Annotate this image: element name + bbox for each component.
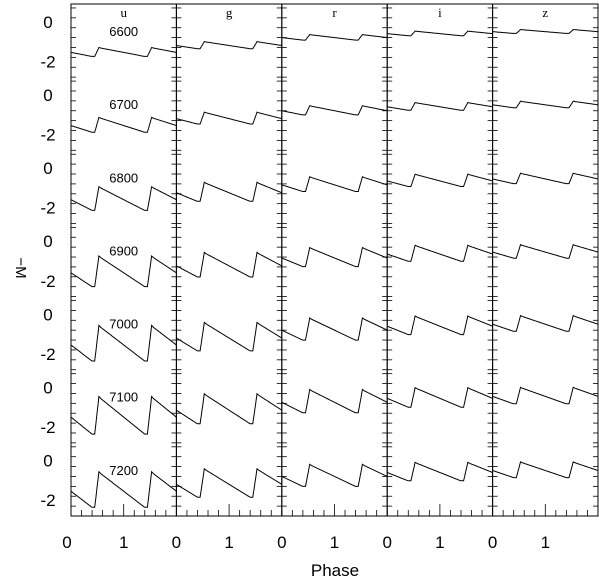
light-curve-r-7000: [281, 317, 388, 341]
y-tick-label: -2: [40, 345, 55, 364]
y-tick-label: -2: [40, 199, 55, 218]
y-axis-label: −M: [12, 257, 29, 278]
light-curve-u-6900: [70, 255, 177, 288]
y-tick-label: -2: [40, 125, 55, 144]
x-axis-label: Phase: [311, 561, 359, 580]
y-tick-label: -2: [40, 52, 55, 71]
light-curve-r-7200: [281, 463, 388, 487]
x-tick-label: 1: [330, 533, 339, 552]
temperature-label: 6800: [109, 170, 138, 185]
light-curve-u-6800: [70, 185, 177, 211]
light-curve-i-6600: [387, 30, 493, 37]
temperature-labels: 6600 6700 6800 6900 7000 7100 7200: [109, 24, 138, 478]
light-curve-r-6600: [281, 34, 388, 41]
light-curve-z-7000: [492, 314, 599, 332]
x-tick-label: 0: [382, 533, 391, 552]
light-curve-u-7200: [70, 470, 177, 508]
y-tick-label: 0: [43, 452, 52, 471]
light-curves: [70, 28, 599, 508]
light-curve-i-7200: [387, 461, 493, 482]
x-tick-label: 1: [119, 533, 128, 552]
temperature-label: 7000: [109, 317, 138, 332]
x-tick-label: 0: [488, 533, 497, 552]
light-curve-g-7200: [176, 467, 283, 498]
x-tick-label: 1: [435, 533, 444, 552]
y-tick-label: 0: [43, 379, 52, 398]
band-label: u: [120, 5, 127, 20]
temperature-label: 6600: [109, 24, 138, 39]
y-tick-label: 0: [43, 305, 52, 324]
light-curve-g-6900: [176, 251, 283, 278]
panel-frame: [281, 3, 388, 517]
y-tick-label: 0: [43, 159, 52, 178]
light-curve-u-6700: [70, 116, 177, 133]
y-tick-label: 0: [43, 86, 52, 105]
light-curve-i-6800: [387, 173, 493, 187]
light-curve-z-7200: [492, 461, 599, 479]
x-tick-label: 0: [277, 533, 286, 552]
y-tick-label: 0: [43, 232, 52, 251]
y-tick-label: 0: [43, 13, 52, 32]
y-tick-labels: 0 -2 0 -2 0 -2 0 -2 0 -2 0 -2 0 -2: [40, 13, 55, 510]
light-curve-r-7100: [281, 388, 388, 414]
panel-frame: [175, 3, 283, 517]
y-tick-label: -2: [40, 418, 55, 437]
temperature-label: 6900: [109, 243, 138, 258]
light-curve-g-6700: [176, 111, 282, 125]
band-label: g: [226, 5, 233, 20]
light-curve-z-7100: [492, 386, 599, 405]
light-curve-i-7100: [387, 386, 493, 408]
axis-ticks: [71, 7, 599, 517]
x-tick-label: 0: [172, 533, 181, 552]
light-curve-z-6600: [492, 28, 599, 34]
x-tick-label: 1: [224, 533, 233, 552]
band-label: r: [332, 5, 337, 20]
y-tick-label: -2: [40, 491, 55, 510]
light-curve-u-6600: [70, 46, 177, 57]
light-curve-r-6900: [281, 246, 388, 268]
temperature-label: 7100: [109, 390, 138, 405]
panel-frame: [70, 3, 177, 517]
light-curve-r-6800: [281, 176, 388, 192]
light-curve-g-6800: [176, 181, 283, 202]
light-curve-z-6800: [492, 172, 599, 185]
temperature-label: 7200: [109, 463, 138, 478]
x-tick-labels: 0 1 0 1 0 1 0 1 0 1: [62, 533, 550, 552]
light-curve-i-6900: [387, 244, 493, 262]
light-curve-z-6900: [492, 244, 599, 259]
light-curve-r-6700: [281, 105, 388, 116]
light-curve-g-6600: [176, 41, 282, 50]
light-curve-u-7100: [70, 395, 177, 435]
x-tick-label: 0: [62, 533, 71, 552]
y-tick-label: -2: [40, 272, 55, 291]
light-curve-g-7100: [176, 392, 283, 425]
x-tick-label: 1: [541, 533, 550, 552]
light-curve-i-7000: [387, 315, 493, 336]
band-label: z: [542, 5, 548, 20]
panel-frame: [492, 3, 599, 517]
band-label: i: [438, 5, 442, 20]
light-curve-z-6700: [492, 100, 599, 109]
light-curve-u-7000: [70, 324, 177, 362]
temperature-label: 6700: [109, 97, 138, 112]
light-curve-g-7000: [176, 321, 283, 352]
light-curve-i-6700: [387, 102, 493, 111]
panel-frames: [70, 3, 599, 517]
